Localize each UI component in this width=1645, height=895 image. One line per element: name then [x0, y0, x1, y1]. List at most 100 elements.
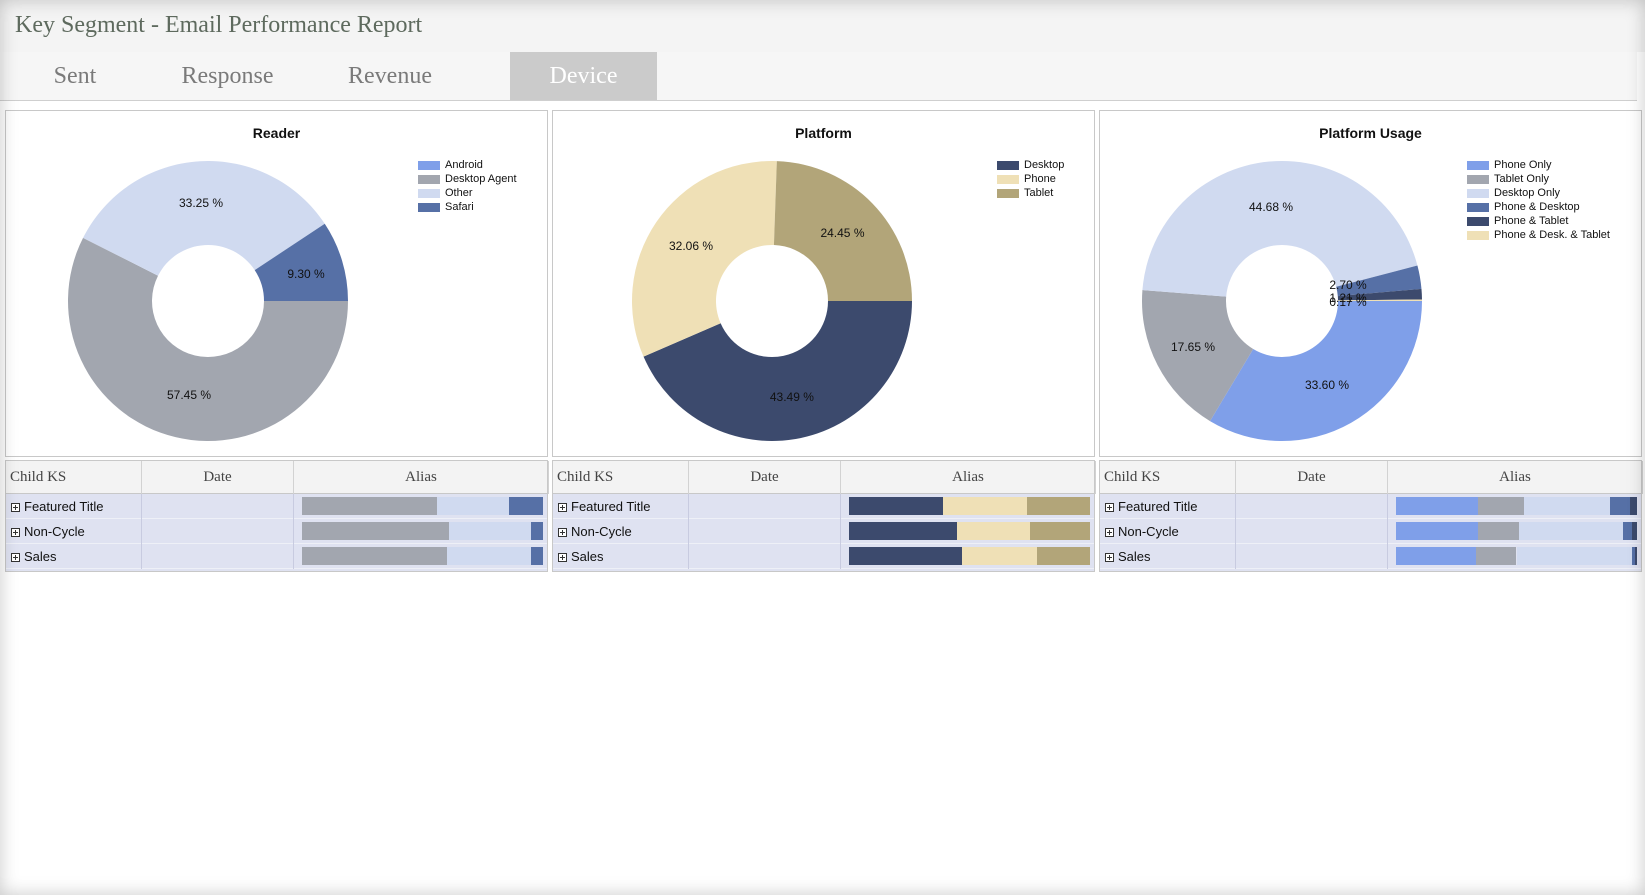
bar-segment-desktop: [849, 522, 958, 540]
child-ks-cell: Sales: [553, 544, 689, 569]
legend-swatch: [997, 188, 1019, 198]
column-header-date[interactable]: Date: [142, 461, 294, 494]
column-header-alias[interactable]: Alias: [841, 461, 1096, 494]
child-ks-cell: Featured Title: [1100, 494, 1236, 519]
date-cell: [689, 519, 841, 544]
bar-segment-phone: [957, 522, 1030, 540]
legend-label: Phone: [1024, 173, 1056, 185]
legend-item-tablet-only: Tablet Only: [1467, 172, 1610, 186]
data-label-other: 33.25 %: [179, 196, 223, 210]
chart-legend: Android Desktop Agent Other Safari: [418, 158, 517, 214]
column-header-date[interactable]: Date: [1236, 461, 1388, 494]
legend-item-safari: Safari: [418, 200, 517, 214]
date-cell: [142, 544, 294, 569]
chart-legend: Phone Only Tablet Only Desktop Only Phone &…: [1467, 158, 1610, 242]
bar-segment-tablet-only: [1475, 547, 1517, 565]
legend-item-desktop: Desktop: [997, 158, 1064, 172]
column-header-child-ks[interactable]: Child KS: [6, 461, 142, 494]
report-title: Key Segment - Email Performance Report: [15, 12, 423, 38]
child-ks-cell: Non-Cycle: [1100, 519, 1236, 544]
date-cell: [689, 494, 841, 519]
bar-segment-desktop: [849, 547, 963, 565]
column-header-child-ks[interactable]: Child KS: [1100, 461, 1236, 494]
expand-icon[interactable]: [11, 528, 20, 537]
legend-item-tablet: Tablet: [997, 186, 1064, 200]
table-row: Sales: [6, 544, 547, 569]
row-name: Featured Title: [1118, 499, 1198, 514]
column-header-child-ks[interactable]: Child KS: [553, 461, 689, 494]
date-cell: [1236, 519, 1388, 544]
slice-desktop-only[interactable]: [1142, 160, 1418, 297]
slice-phone-and-desk-and-tablet[interactable]: [1337, 299, 1422, 301]
child-ks-cell: Non-Cycle: [6, 519, 142, 544]
row-name: Featured Title: [571, 499, 651, 514]
chart-title: Platform Usage: [1319, 125, 1422, 141]
tab-bar: Sent Response Revenue Device: [0, 52, 1637, 101]
legend-item-phone-and-desk-and-tablet: Phone & Desk. & Tablet: [1467, 228, 1610, 242]
slice-phone-and-desktop[interactable]: [1336, 265, 1422, 297]
slice-other[interactable]: [83, 161, 325, 276]
platform-chart-panel: Platform 43.49 % 32.06 % 24.45 % Desktop Ph…: [552, 110, 1095, 457]
expand-icon[interactable]: [1105, 553, 1114, 562]
expand-icon[interactable]: [558, 528, 567, 537]
column-header-date[interactable]: Date: [689, 461, 841, 494]
legend-label: Safari: [445, 201, 474, 213]
alias-cell: [841, 544, 1096, 569]
tab-response[interactable]: Response: [181, 63, 274, 89]
legend-swatch: [1467, 216, 1489, 226]
chart-legend: Desktop Phone Tablet: [997, 158, 1064, 200]
table-row: Featured Title: [553, 494, 1094, 519]
bar-segment-tablet-only: [1477, 522, 1519, 540]
expand-icon[interactable]: [1105, 528, 1114, 537]
table-row: Non-Cycle: [553, 519, 1094, 544]
row-name: Sales: [1118, 549, 1151, 564]
slice-tablet-only[interactable]: [1142, 290, 1254, 422]
slice-desktop[interactable]: [643, 301, 912, 441]
bar-segment-desktop-agent: [302, 547, 447, 565]
slice-phone-and-tablet[interactable]: [1337, 288, 1422, 301]
column-header-alias[interactable]: Alias: [1388, 461, 1643, 494]
slice-phone[interactable]: [632, 161, 777, 357]
legend-item-phone: Phone: [997, 172, 1064, 186]
table-row: Non-Cycle: [1100, 519, 1641, 544]
legend-swatch: [418, 188, 440, 198]
data-label-phone-and-desk-and-tablet: 0.17 %: [1329, 295, 1367, 309]
legend-item-android: Android: [418, 158, 517, 172]
tab-revenue[interactable]: Revenue: [348, 63, 432, 89]
reader-data-grid: Child KS Date Alias Featured Title Non-Cycle…: [5, 460, 549, 572]
slice-safari[interactable]: [254, 223, 348, 301]
row-name: Non-Cycle: [571, 524, 632, 539]
slice-desktop-agent[interactable]: [68, 237, 349, 441]
bar-segment-phone-and-desktop: [1610, 497, 1630, 515]
bar-segment-tablet: [1027, 497, 1090, 515]
legend-swatch: [997, 174, 1019, 184]
expand-icon[interactable]: [11, 553, 20, 562]
expand-icon[interactable]: [1105, 503, 1114, 512]
row-name: Featured Title: [24, 499, 104, 514]
child-ks-cell: Featured Title: [6, 494, 142, 519]
bar-segment-tablet: [1029, 522, 1090, 540]
legend-swatch: [418, 202, 440, 212]
alias-cell: [294, 519, 549, 544]
bar-segment-desktop-only: [1516, 547, 1633, 565]
bar-segment-phone-only: [1396, 547, 1476, 565]
expand-icon[interactable]: [11, 503, 20, 512]
data-label-desktop: 43.49 %: [770, 390, 814, 404]
bar-segment-phone-and-desktop: [1632, 547, 1635, 565]
data-label-desktop-only: 44.68 %: [1249, 200, 1293, 214]
table-row: Featured Title: [6, 494, 547, 519]
tab-device[interactable]: Device: [510, 52, 657, 100]
tab-sent[interactable]: Sent: [53, 63, 97, 89]
legend-label: Other: [445, 187, 473, 199]
slice-tablet[interactable]: [773, 161, 912, 301]
legend-swatch: [1467, 188, 1489, 198]
column-header-alias[interactable]: Alias: [294, 461, 549, 494]
expand-icon[interactable]: [558, 553, 567, 562]
alias-cell: [841, 494, 1096, 519]
bar-segment-tablet-only: [1477, 497, 1524, 515]
expand-icon[interactable]: [558, 503, 567, 512]
alias-cell: [841, 519, 1096, 544]
table-row: Sales: [1100, 544, 1641, 569]
legend-label: Phone & Tablet: [1494, 215, 1569, 227]
slice-phone-only[interactable]: [1210, 301, 1422, 441]
